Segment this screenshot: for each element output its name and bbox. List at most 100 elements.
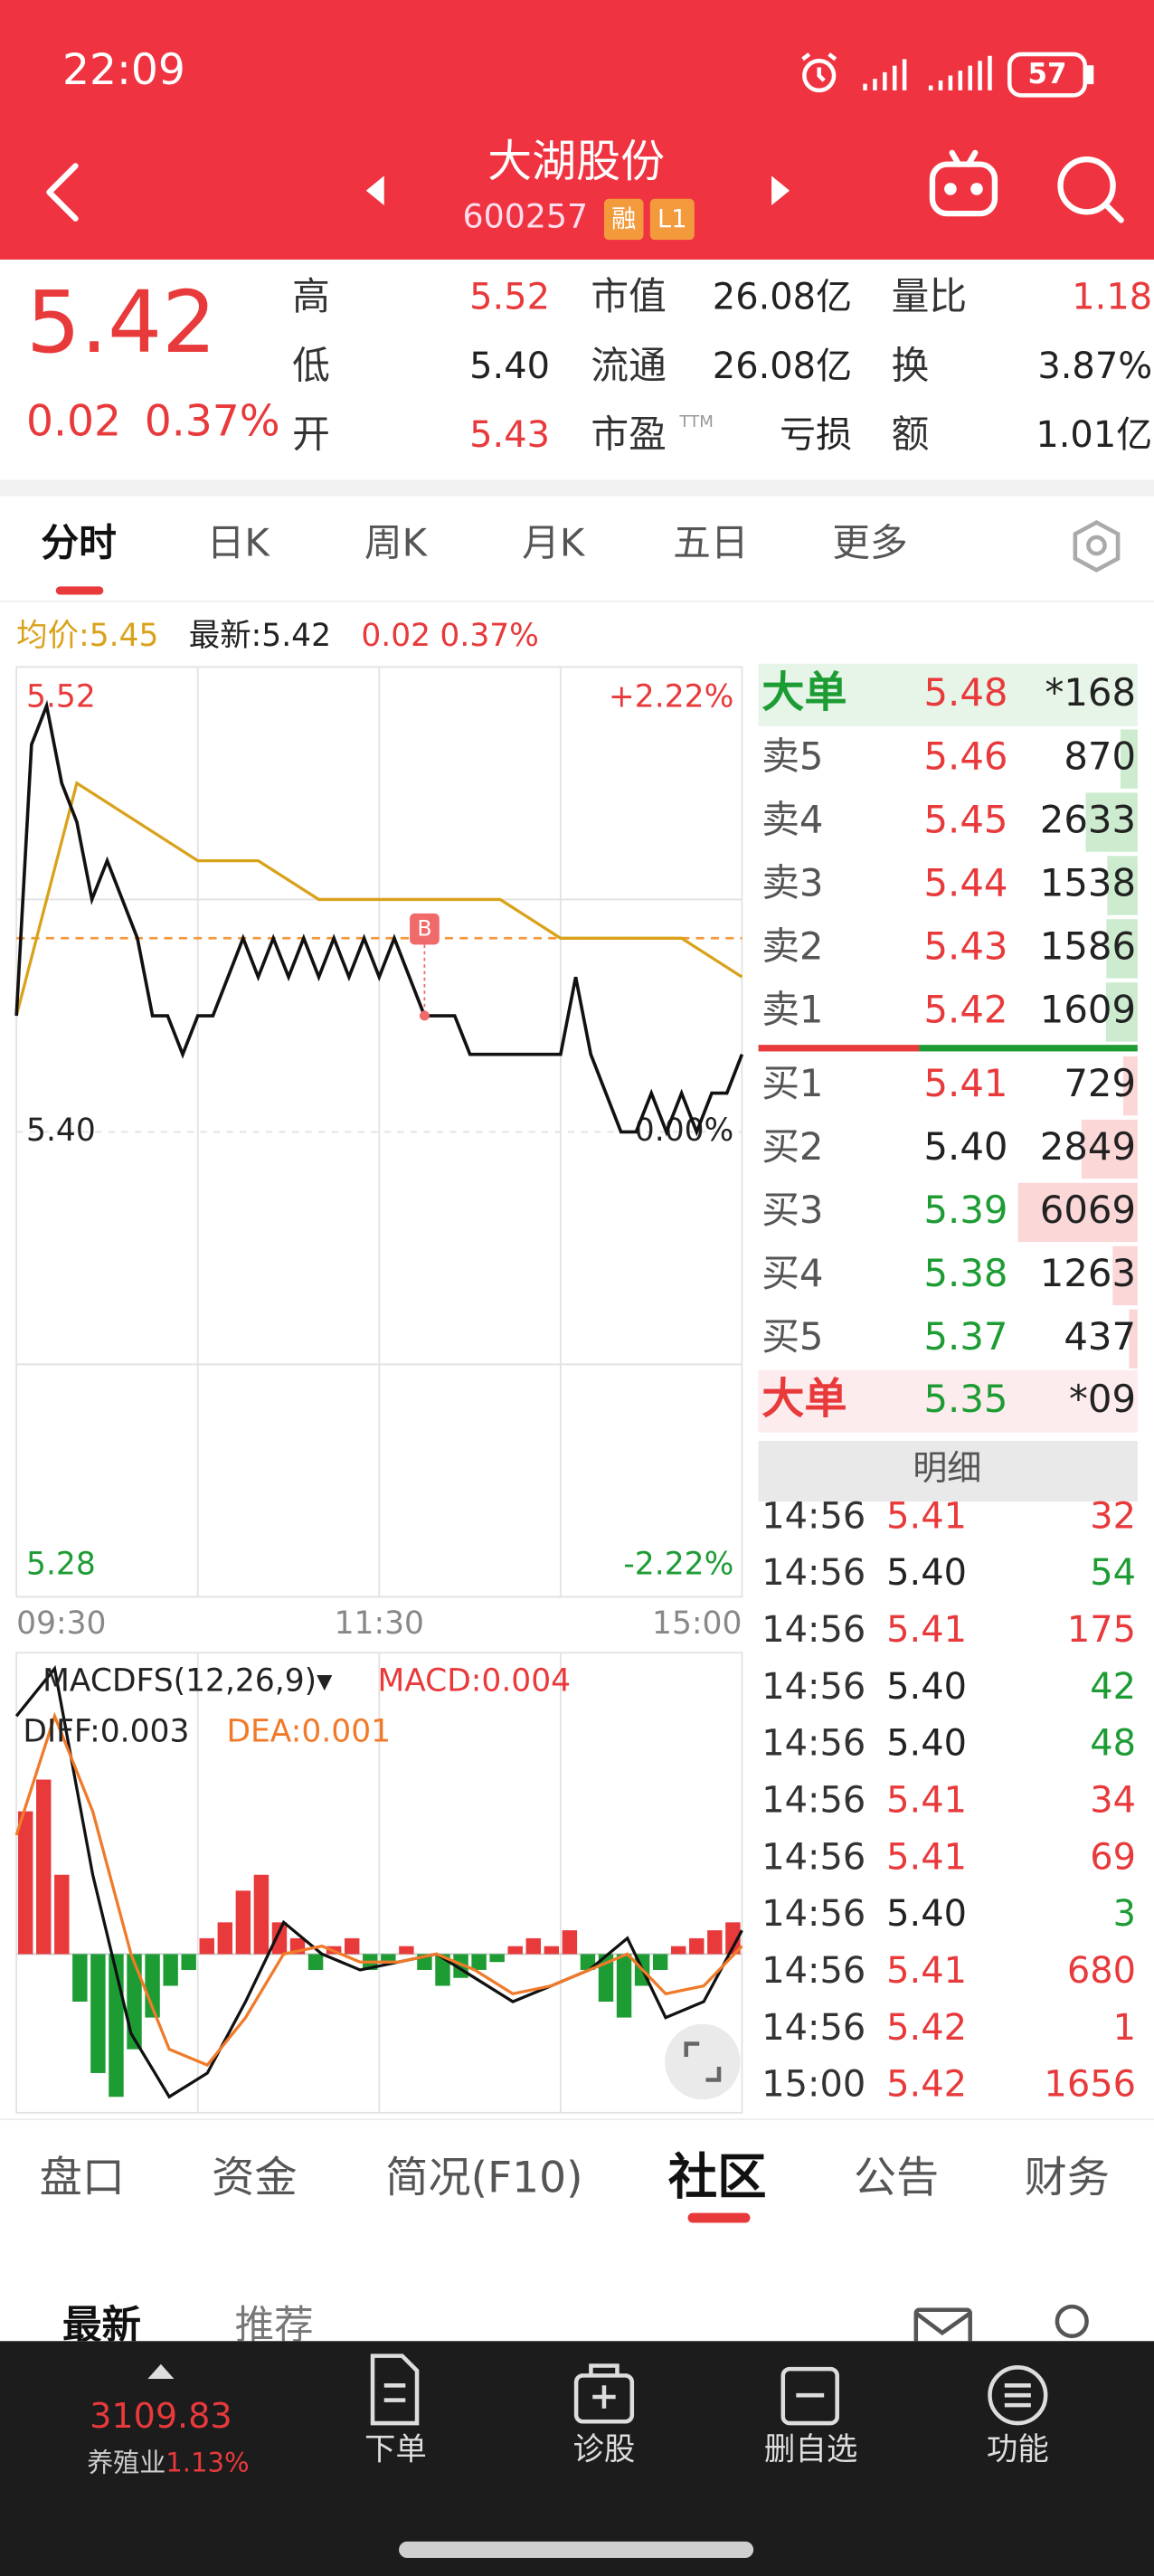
- tabs-bg: [0, 2119, 1154, 2342]
- y2-tick-label: +2.22%: [609, 678, 733, 715]
- y2-tick-label: -2.22%: [623, 1546, 733, 1582]
- clock: 22:09: [62, 45, 185, 95]
- level-label: 买4: [761, 1251, 823, 1295]
- macd-bar: [253, 1874, 270, 1955]
- avg-price-line: [14, 781, 743, 1017]
- settings-button[interactable]: [1073, 520, 1121, 573]
- trade-marker-label: B: [417, 916, 431, 942]
- macd-bar: [235, 1890, 251, 1955]
- section-tab[interactable]: 资金: [212, 2153, 297, 2202]
- level-volume: 870: [1064, 734, 1136, 779]
- y-tick-label: 5.28: [26, 1546, 96, 1582]
- level-label: 卖1: [761, 987, 823, 1031]
- latest-label: 最新:5.42: [189, 618, 331, 654]
- indicator-selector[interactable]: MACDFS(12,26,9)▾: [43, 1662, 333, 1699]
- volume-bar: [1122, 1056, 1138, 1116]
- detail-button[interactable]: [758, 1440, 1138, 1502]
- field-label: 开: [292, 412, 330, 457]
- y-tick-label: 5.52: [26, 678, 96, 715]
- dock-item[interactable]: 功能: [987, 2431, 1049, 2467]
- dock-item[interactable]: 下单: [364, 2431, 427, 2467]
- expand-button[interactable]: [665, 2023, 741, 2100]
- next-stock[interactable]: [771, 175, 790, 206]
- macd-bar: [344, 1937, 360, 1955]
- macd-bar: [217, 1922, 233, 1955]
- level-volume: 6069: [1040, 1188, 1136, 1232]
- index-value[interactable]: 3109.83: [90, 2396, 232, 2436]
- section-tab[interactable]: 财务: [1025, 2153, 1110, 2202]
- volume-bar: [1112, 1245, 1138, 1306]
- macd-bar: [525, 1937, 541, 1955]
- tick-price: 5.40: [886, 1666, 967, 1708]
- dock-item[interactable]: 诊股: [572, 2431, 635, 2467]
- level-volume: 1263: [1040, 1251, 1136, 1295]
- level-volume: 437: [1064, 1314, 1136, 1359]
- tick-volume: 175: [1067, 1609, 1136, 1651]
- robot-button[interactable]: [929, 161, 998, 217]
- field-label: 量比: [892, 274, 967, 318]
- status-icons: [801, 52, 1094, 98]
- dock-item[interactable]: 删自选: [764, 2431, 857, 2467]
- field-label: 低: [292, 343, 330, 387]
- tick-volume: 34: [1090, 1780, 1136, 1822]
- back-button[interactable]: [46, 163, 79, 222]
- mail-icon[interactable]: [913, 2307, 972, 2350]
- level-price: 5.41: [924, 1061, 1008, 1105]
- field-value: 1.18: [1072, 277, 1152, 318]
- big-order-label: 大单: [761, 668, 847, 717]
- chart-tab[interactable]: 分时: [41, 521, 116, 565]
- level-price: 5.43: [924, 923, 1008, 968]
- user-icon[interactable]: [1055, 2304, 1089, 2339]
- tick-price: 5.41: [886, 1780, 967, 1822]
- charts: 5.52 5.40 5.28 +2.22% 0.00% -2.22% 09:30 11:30 1…: [14, 666, 744, 2099]
- field-value: 3.87%: [1037, 346, 1152, 387]
- chart-tab[interactable]: 月K: [522, 521, 586, 565]
- section-tab[interactable]: 简况(F10): [385, 2153, 582, 2202]
- chart-tab[interactable]: 五日: [673, 521, 748, 565]
- change: 0.02: [26, 397, 121, 447]
- field-value: 26.08亿: [713, 277, 852, 318]
- sub-tab[interactable]: 最新: [62, 2304, 141, 2349]
- battery-level: 57: [1028, 58, 1067, 90]
- macd-bar: [707, 1930, 723, 1955]
- tick-time: 14:56: [761, 1495, 866, 1537]
- tick-time: 15:00: [761, 2064, 866, 2106]
- volume-bar: [1081, 1119, 1138, 1179]
- macd-bar: [725, 1922, 741, 1955]
- macd-bar: [471, 1954, 487, 1970]
- tick-price: 5.41: [886, 1495, 967, 1537]
- macd-bar: [54, 1874, 70, 1955]
- section-tab[interactable]: 公告: [854, 2153, 939, 2202]
- tick-volume: 3: [1113, 1893, 1136, 1935]
- level-label: 买3: [761, 1188, 823, 1232]
- volume-bar: [1017, 1182, 1138, 1243]
- detail-label[interactable]: 明细: [913, 1448, 981, 1488]
- macd-bar: [127, 1954, 142, 2050]
- chart-tab[interactable]: 更多: [832, 521, 907, 565]
- chart-tab-indicator: [55, 586, 104, 595]
- x-tick-label: 11:30: [335, 1605, 424, 1642]
- level-price: 5.46: [924, 734, 1008, 779]
- field-value: 26.08亿: [713, 346, 852, 387]
- expand-icon: [684, 2041, 722, 2082]
- level-volume: 2849: [1040, 1124, 1136, 1169]
- tick-time: 14:56: [761, 1666, 866, 1708]
- tick-time: 14:56: [761, 1780, 866, 1822]
- last-price: 5.42: [26, 273, 216, 373]
- search-button[interactable]: [1057, 156, 1116, 215]
- field-label: 市值: [591, 274, 666, 318]
- big-order-price: 5.48: [924, 670, 1008, 715]
- macd-bar: [507, 1946, 523, 1955]
- section-tab[interactable]: 社区: [668, 2147, 767, 2205]
- level-volume: 1609: [1040, 987, 1136, 1031]
- prev-stock[interactable]: [365, 175, 384, 206]
- chart-tab[interactable]: 周K: [364, 521, 429, 565]
- level-label: 卖4: [761, 798, 823, 842]
- section-tab[interactable]: 盘口: [40, 2153, 125, 2202]
- sub-tab[interactable]: 推荐: [235, 2304, 314, 2349]
- volume-bar: [1106, 919, 1138, 979]
- chart-tab[interactable]: 日K: [207, 521, 271, 565]
- level-label: 买2: [761, 1124, 823, 1169]
- level-price: 5.38: [924, 1251, 1008, 1295]
